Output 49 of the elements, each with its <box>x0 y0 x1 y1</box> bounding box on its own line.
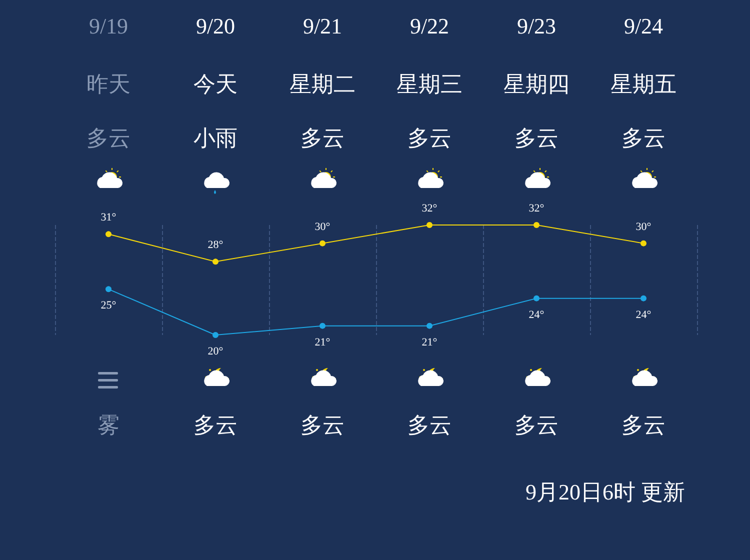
point <box>534 295 540 302</box>
text: 星期五 <box>610 72 676 96</box>
text: 多云 <box>194 412 238 438</box>
x-tick-label: 9/19 <box>88 14 128 38</box>
point <box>426 222 432 228</box>
point <box>212 332 218 338</box>
x-tick-label: 9/21 <box>302 14 342 38</box>
text: 星期二 <box>290 72 356 96</box>
data-label: 30° <box>636 220 652 233</box>
data-label: 24° <box>528 308 544 321</box>
data-label: 28° <box>208 239 224 252</box>
data-label: 30° <box>314 220 330 233</box>
data-label: 32° <box>528 202 544 214</box>
data-label: 32° <box>422 202 438 214</box>
text: 多云 <box>86 126 130 150</box>
text: 多云 <box>514 412 558 438</box>
x-tick-label: 9/23 <box>516 14 556 38</box>
point <box>106 231 112 238</box>
data-label: 24° <box>636 308 652 321</box>
point <box>426 322 432 329</box>
data-label: 31° <box>100 212 116 224</box>
text: 星期四 <box>504 72 570 96</box>
text: 多云 <box>622 126 666 150</box>
point <box>534 222 540 228</box>
point <box>320 322 326 329</box>
text: 小雨 <box>194 126 238 150</box>
text: 多云 <box>514 126 558 150</box>
data-label: 21° <box>422 336 438 348</box>
point <box>106 286 112 292</box>
point <box>640 240 646 246</box>
text: 多云 <box>300 412 344 438</box>
point <box>320 240 326 246</box>
text: 星期三 <box>396 72 462 96</box>
data-label: 25° <box>100 300 116 312</box>
text: 今天 <box>194 72 238 96</box>
text: 9月20日6时 更新 <box>526 480 685 504</box>
text: 雾 <box>98 412 120 438</box>
text: 多云 <box>622 412 666 438</box>
x-tick-label: 9/24 <box>624 14 664 38</box>
text: 多云 <box>300 126 344 150</box>
data-label: 21° <box>314 336 330 348</box>
data-label: 20° <box>208 346 224 358</box>
x-tick-label: 9/22 <box>410 14 450 38</box>
x-tick-label: 9/20 <box>196 14 236 38</box>
point <box>212 258 218 265</box>
text: 多云 <box>408 412 452 438</box>
text: 多云 <box>408 126 452 150</box>
point <box>640 295 646 302</box>
text: 昨天 <box>86 72 130 96</box>
